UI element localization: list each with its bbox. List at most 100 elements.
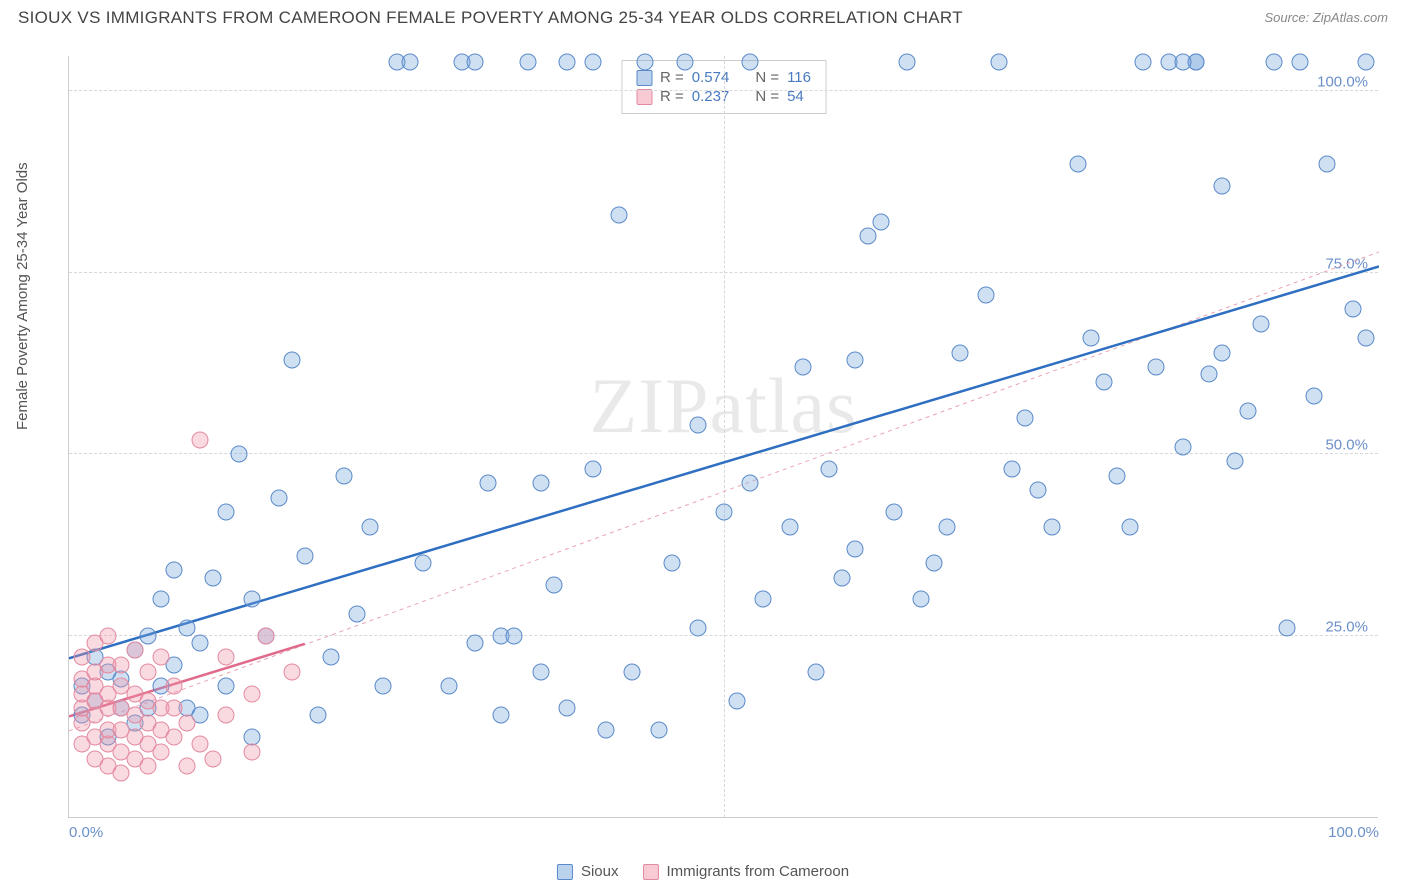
data-point	[296, 547, 313, 564]
data-point	[283, 351, 300, 368]
data-point	[1109, 467, 1126, 484]
data-point	[1174, 54, 1191, 71]
data-point	[178, 714, 195, 731]
data-point	[847, 351, 864, 368]
data-point	[991, 54, 1008, 71]
swatch-pink-icon	[642, 864, 658, 880]
data-point	[74, 649, 91, 666]
data-point	[165, 729, 182, 746]
legend-item: Sioux	[557, 863, 619, 880]
data-point	[139, 758, 156, 775]
data-point	[218, 649, 235, 666]
data-point	[467, 634, 484, 651]
data-point	[192, 634, 209, 651]
chart-header: SIOUX VS IMMIGRANTS FROM CAMEROON FEMALE…	[18, 8, 1388, 38]
data-point	[493, 707, 510, 724]
ytick-label: 50.0%	[1325, 437, 1368, 454]
data-point	[1213, 177, 1230, 194]
data-point	[401, 54, 418, 71]
ytick-label: 100.0%	[1317, 74, 1368, 91]
data-point	[820, 460, 837, 477]
data-point	[126, 642, 143, 659]
legend-item: Immigrants from Cameroon	[642, 863, 849, 880]
data-point	[585, 54, 602, 71]
data-point	[938, 518, 955, 535]
bottom-legend: Sioux Immigrants from Cameroon	[557, 863, 849, 880]
swatch-blue-icon	[636, 70, 652, 86]
data-point	[1305, 388, 1322, 405]
data-point	[807, 663, 824, 680]
data-point	[558, 700, 575, 717]
scatter-chart: ZIPatlas R = 0.574 N = 116 R = 0.237 N =…	[68, 56, 1378, 818]
data-point	[833, 569, 850, 586]
data-point	[270, 489, 287, 506]
data-point	[558, 54, 575, 71]
data-point	[611, 206, 628, 223]
data-point	[192, 431, 209, 448]
data-point	[178, 620, 195, 637]
data-point	[1240, 402, 1257, 419]
data-point	[231, 446, 248, 463]
data-point	[585, 460, 602, 477]
data-point	[244, 685, 261, 702]
legend-label: Sioux	[581, 863, 619, 880]
data-point	[244, 743, 261, 760]
n-label: N =	[755, 69, 779, 86]
r-label: R =	[660, 69, 684, 86]
data-point	[689, 620, 706, 637]
data-point	[650, 721, 667, 738]
data-point	[1344, 301, 1361, 318]
data-point	[1200, 366, 1217, 383]
data-point	[873, 213, 890, 230]
data-point	[1253, 315, 1270, 332]
data-point	[218, 707, 235, 724]
data-point	[519, 54, 536, 71]
gridline-v	[724, 56, 725, 817]
data-point	[244, 591, 261, 608]
xtick-label: 100.0%	[1328, 824, 1379, 841]
data-point	[1318, 155, 1335, 172]
data-point	[978, 286, 995, 303]
swatch-blue-icon	[557, 864, 573, 880]
data-point	[1148, 359, 1165, 376]
data-point	[676, 54, 693, 71]
data-point	[925, 555, 942, 572]
legend-label: Immigrants from Cameroon	[666, 863, 849, 880]
data-point	[532, 663, 549, 680]
data-point	[205, 569, 222, 586]
data-point	[506, 627, 523, 644]
data-point	[139, 627, 156, 644]
data-point	[165, 678, 182, 695]
data-point	[1004, 460, 1021, 477]
data-point	[1174, 438, 1191, 455]
data-point	[467, 54, 484, 71]
data-point	[178, 758, 195, 775]
chart-source: Source: ZipAtlas.com	[1264, 10, 1388, 25]
data-point	[218, 678, 235, 695]
data-point	[113, 656, 130, 673]
data-point	[545, 576, 562, 593]
data-point	[899, 54, 916, 71]
data-point	[283, 663, 300, 680]
data-point	[1357, 330, 1374, 347]
data-point	[139, 663, 156, 680]
data-point	[165, 562, 182, 579]
data-point	[598, 721, 615, 738]
data-point	[624, 663, 641, 680]
data-point	[794, 359, 811, 376]
data-point	[847, 540, 864, 557]
data-point	[362, 518, 379, 535]
data-point	[152, 649, 169, 666]
data-point	[336, 467, 353, 484]
data-point	[218, 504, 235, 521]
data-point	[951, 344, 968, 361]
data-point	[716, 504, 733, 521]
data-point	[1043, 518, 1060, 535]
data-point	[860, 228, 877, 245]
data-point	[1292, 54, 1309, 71]
data-point	[414, 555, 431, 572]
data-point	[152, 591, 169, 608]
data-point	[480, 475, 497, 492]
data-point	[1122, 518, 1139, 535]
data-point	[205, 750, 222, 767]
